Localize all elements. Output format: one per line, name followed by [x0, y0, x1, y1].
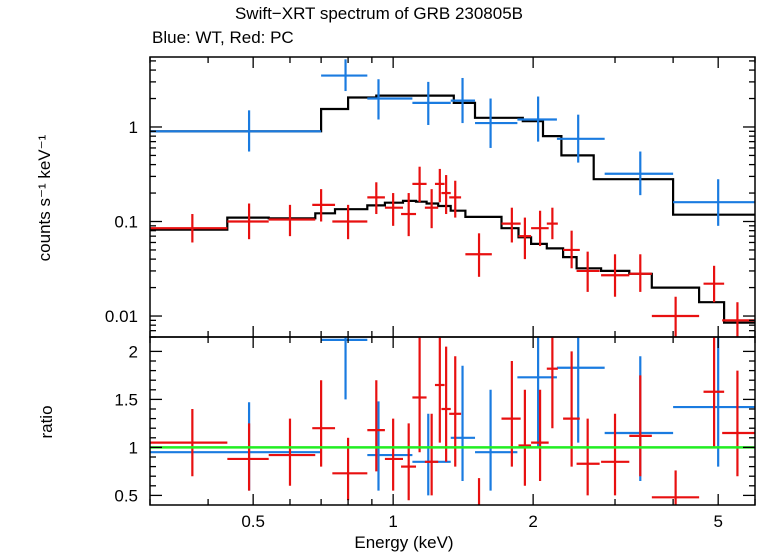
data-point — [531, 210, 549, 247]
data-point — [434, 168, 445, 203]
ratio-point — [629, 375, 652, 477]
chart-title: Swift−XRT spectrum of GRB 230805B — [234, 4, 524, 23]
data-point — [673, 179, 755, 226]
ratio-point — [227, 423, 269, 491]
ratio-point — [150, 409, 228, 477]
ratio-point — [517, 337, 557, 448]
ratio-panel-frame — [149, 336, 756, 506]
model-step-line-0 — [150, 94, 755, 216]
data-point — [412, 166, 427, 203]
data-point — [450, 77, 476, 124]
ratio-point — [367, 401, 413, 491]
ratio-point — [576, 418, 600, 496]
ratio-point — [401, 423, 417, 501]
spectrum-y-axis-label: counts s⁻¹ keV⁻¹ — [35, 134, 54, 262]
data-point — [367, 182, 385, 215]
data-point — [227, 203, 269, 240]
ratio-point — [321, 337, 368, 400]
data-point — [629, 254, 652, 292]
x-tick-label: 5 — [713, 512, 722, 531]
data-point — [384, 193, 404, 226]
data-point — [703, 265, 725, 303]
data-point — [465, 233, 492, 277]
data-point — [321, 59, 368, 92]
data-point — [449, 180, 462, 218]
ratio-point — [384, 418, 404, 491]
ratio-point — [424, 413, 439, 496]
data-point — [518, 217, 532, 260]
data-point — [475, 98, 518, 148]
ratio-panel: 0.5 1 2 5 0.5 1 1.5 2 — [114, 336, 756, 531]
data-point — [312, 189, 336, 222]
model-step-line-1 — [150, 199, 755, 324]
ratio-point — [556, 337, 605, 443]
y-tick-label: 0.01 — [105, 307, 138, 326]
data-point — [556, 114, 605, 163]
x-tick-label: 2 — [528, 512, 537, 531]
data-point — [576, 251, 600, 292]
ratio-point — [434, 337, 445, 443]
data-point — [517, 96, 557, 142]
data-point — [441, 175, 451, 215]
x-tick-label: 1 — [388, 512, 397, 531]
ratio-point — [722, 370, 755, 477]
data-point — [501, 207, 521, 243]
spectrum-plot-area — [150, 59, 755, 337]
spectrum-panel: 0.01 0.1 1 — [105, 56, 756, 338]
ratio-point — [268, 418, 316, 486]
data-point — [546, 207, 558, 240]
x-axis-label: Energy (keV) — [354, 533, 454, 552]
ratio-point — [518, 389, 532, 486]
ratio-plot-area — [150, 337, 755, 505]
y-tick-label: 0.5 — [114, 486, 138, 505]
ratio-point — [449, 356, 462, 467]
ratio-point — [475, 389, 518, 491]
data-point — [412, 81, 451, 125]
data-point — [332, 204, 368, 240]
ratio-point — [501, 361, 521, 467]
y-tick-label: 1.5 — [114, 390, 138, 409]
ratio-point — [601, 413, 630, 496]
ratio-point — [367, 380, 385, 472]
data-point — [563, 230, 580, 269]
data-point — [604, 151, 674, 196]
data-point — [367, 79, 413, 120]
data-point — [401, 193, 417, 237]
x-tick-label: 0.5 — [241, 512, 265, 531]
data-point — [601, 254, 630, 297]
data-point — [268, 204, 316, 237]
ratio-point — [412, 337, 427, 453]
ratio-point — [477, 478, 481, 505]
ratio-point — [703, 337, 725, 448]
ratio-point — [651, 470, 700, 505]
y-tick-label: 1 — [129, 118, 138, 137]
data-point — [424, 189, 439, 229]
ratio-point — [546, 337, 558, 429]
ratio-point — [531, 389, 549, 481]
ratio-point — [441, 346, 451, 462]
y-tick-label: 0.1 — [114, 213, 138, 232]
ratio-y-axis-label: ratio — [37, 405, 56, 439]
ratio-point — [312, 380, 336, 467]
data-point — [150, 110, 322, 152]
chart-subtitle: Blue: WT, Red: PC — [152, 28, 294, 47]
data-point — [150, 214, 228, 243]
data-point — [651, 296, 700, 337]
data-point — [722, 302, 755, 337]
y-tick-label: 1 — [129, 438, 138, 457]
y-tick-label: 2 — [129, 342, 138, 361]
